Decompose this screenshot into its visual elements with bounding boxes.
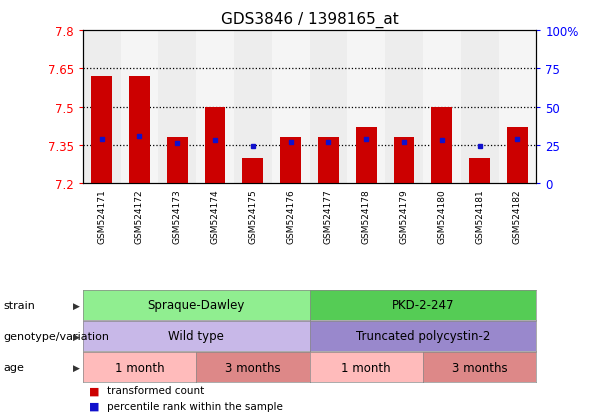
Bar <box>461 31 498 184</box>
Text: ▶: ▶ <box>73 301 80 310</box>
Text: age: age <box>3 362 24 372</box>
Bar <box>243 158 263 184</box>
Text: ▶: ▶ <box>73 363 80 372</box>
Bar <box>498 31 536 184</box>
Text: PKD-2-247: PKD-2-247 <box>392 299 454 312</box>
Bar <box>83 31 121 184</box>
Bar <box>196 31 234 184</box>
Text: 3 months: 3 months <box>452 361 508 374</box>
Bar <box>310 31 348 184</box>
Bar <box>348 31 385 184</box>
Text: ▶: ▶ <box>73 332 80 341</box>
Text: Truncated polycystin-2: Truncated polycystin-2 <box>356 330 490 343</box>
Text: 1 month: 1 month <box>341 361 391 374</box>
Bar <box>507 128 528 184</box>
Bar <box>470 158 490 184</box>
Bar <box>129 77 150 184</box>
Text: ■: ■ <box>89 401 99 411</box>
Text: genotype/variation: genotype/variation <box>3 331 109 341</box>
Title: GDS3846 / 1398165_at: GDS3846 / 1398165_at <box>221 12 398 28</box>
Text: transformed count: transformed count <box>107 385 205 395</box>
Bar <box>121 31 158 184</box>
Text: Wild type: Wild type <box>168 330 224 343</box>
Bar <box>167 138 188 184</box>
Text: 3 months: 3 months <box>225 361 281 374</box>
Bar <box>385 31 423 184</box>
Text: strain: strain <box>3 300 35 310</box>
Bar <box>423 31 461 184</box>
Bar <box>205 107 226 184</box>
Bar <box>272 31 310 184</box>
Text: 1 month: 1 month <box>115 361 164 374</box>
Bar <box>91 77 112 184</box>
Bar <box>318 138 339 184</box>
Text: percentile rank within the sample: percentile rank within the sample <box>107 401 283 411</box>
Text: ■: ■ <box>89 385 99 395</box>
Bar <box>356 128 376 184</box>
Bar <box>280 138 301 184</box>
Text: Spraque-Dawley: Spraque-Dawley <box>148 299 245 312</box>
Bar <box>394 138 414 184</box>
Bar <box>234 31 272 184</box>
Bar <box>158 31 196 184</box>
Bar <box>432 107 452 184</box>
